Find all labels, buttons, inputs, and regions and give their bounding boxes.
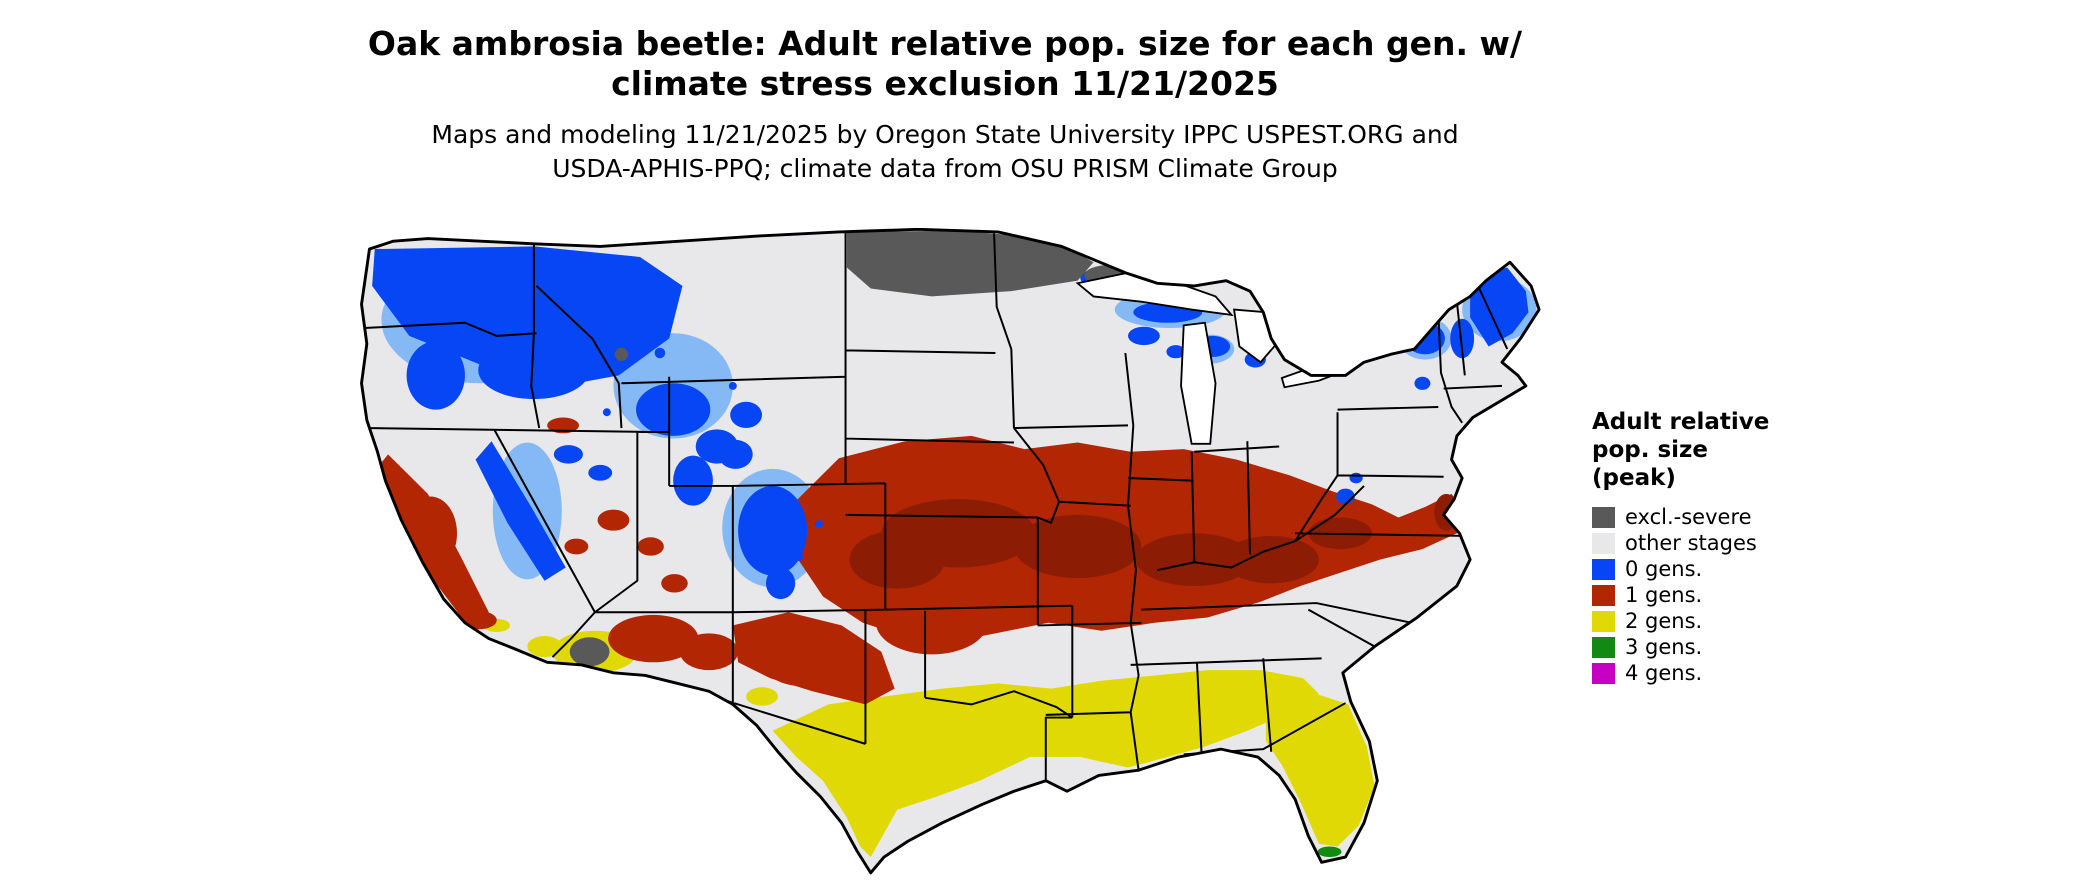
legend-label-0-gens: 0 gens. — [1625, 557, 1703, 581]
legend-label-excl-severe: excl.-severe — [1625, 505, 1752, 529]
legend-rows: excl.-severe other stages 0 gens. 1 gens… — [1592, 504, 1812, 686]
legend-row-3-gens: 3 gens. — [1592, 634, 1812, 660]
legend-row-1-gens: 1 gens. — [1592, 582, 1812, 608]
us-outline — [360, 228, 1541, 875]
legend-title-line3: (peak) — [1592, 465, 1676, 491]
legend-label-1-gens: 1 gens. — [1625, 583, 1703, 607]
lake-michigan — [1180, 321, 1217, 445]
map-subtitle: Maps and modeling 11/21/2025 by Oregon S… — [295, 118, 1595, 186]
legend-label-3-gens: 3 gens. — [1625, 635, 1703, 659]
legend-swatch-excl-severe — [1592, 506, 1615, 528]
legend-title: Adult relative pop. size (peak) — [1592, 408, 1812, 492]
map-subtitle-line2: USDA-APHIS-PPQ; climate data from OSU PR… — [552, 154, 1338, 183]
us-map-svg — [360, 228, 1541, 875]
legend-title-line1: Adult relative — [1592, 409, 1770, 435]
legend-row-other-stages: other stages — [1592, 530, 1812, 556]
legend-swatch-3-gens — [1592, 636, 1615, 658]
legend-label-4-gens: 4 gens. — [1625, 661, 1703, 685]
legend-row-2-gens: 2 gens. — [1592, 608, 1812, 634]
legend-swatch-1-gens — [1592, 584, 1615, 606]
legend-swatch-0-gens — [1592, 558, 1615, 580]
state-borders — [364, 231, 1509, 789]
legend-swatch-2-gens — [1592, 610, 1615, 632]
figure-header: Oak ambrosia beetle: Adult relative pop.… — [295, 24, 1595, 186]
map-subtitle-line1: Maps and modeling 11/21/2025 by Oregon S… — [431, 120, 1459, 149]
map-legend: Adult relative pop. size (peak) excl.-se… — [1592, 408, 1812, 686]
map-title-line2: climate stress exclusion 11/21/2025 — [611, 64, 1279, 103]
legend-swatch-other-stages — [1592, 532, 1615, 554]
legend-row-excl-severe: excl.-severe — [1592, 504, 1812, 530]
legend-title-line2: pop. size — [1592, 437, 1709, 463]
legend-label-other-stages: other stages — [1625, 531, 1757, 555]
legend-swatch-4-gens — [1592, 662, 1615, 684]
map-title-line1: Oak ambrosia beetle: Adult relative pop.… — [367, 24, 1523, 63]
legend-row-4-gens: 4 gens. — [1592, 660, 1812, 686]
legend-row-0-gens: 0 gens. — [1592, 556, 1812, 582]
us-model-map — [335, 228, 1555, 886]
legend-label-2-gens: 2 gens. — [1625, 609, 1703, 633]
